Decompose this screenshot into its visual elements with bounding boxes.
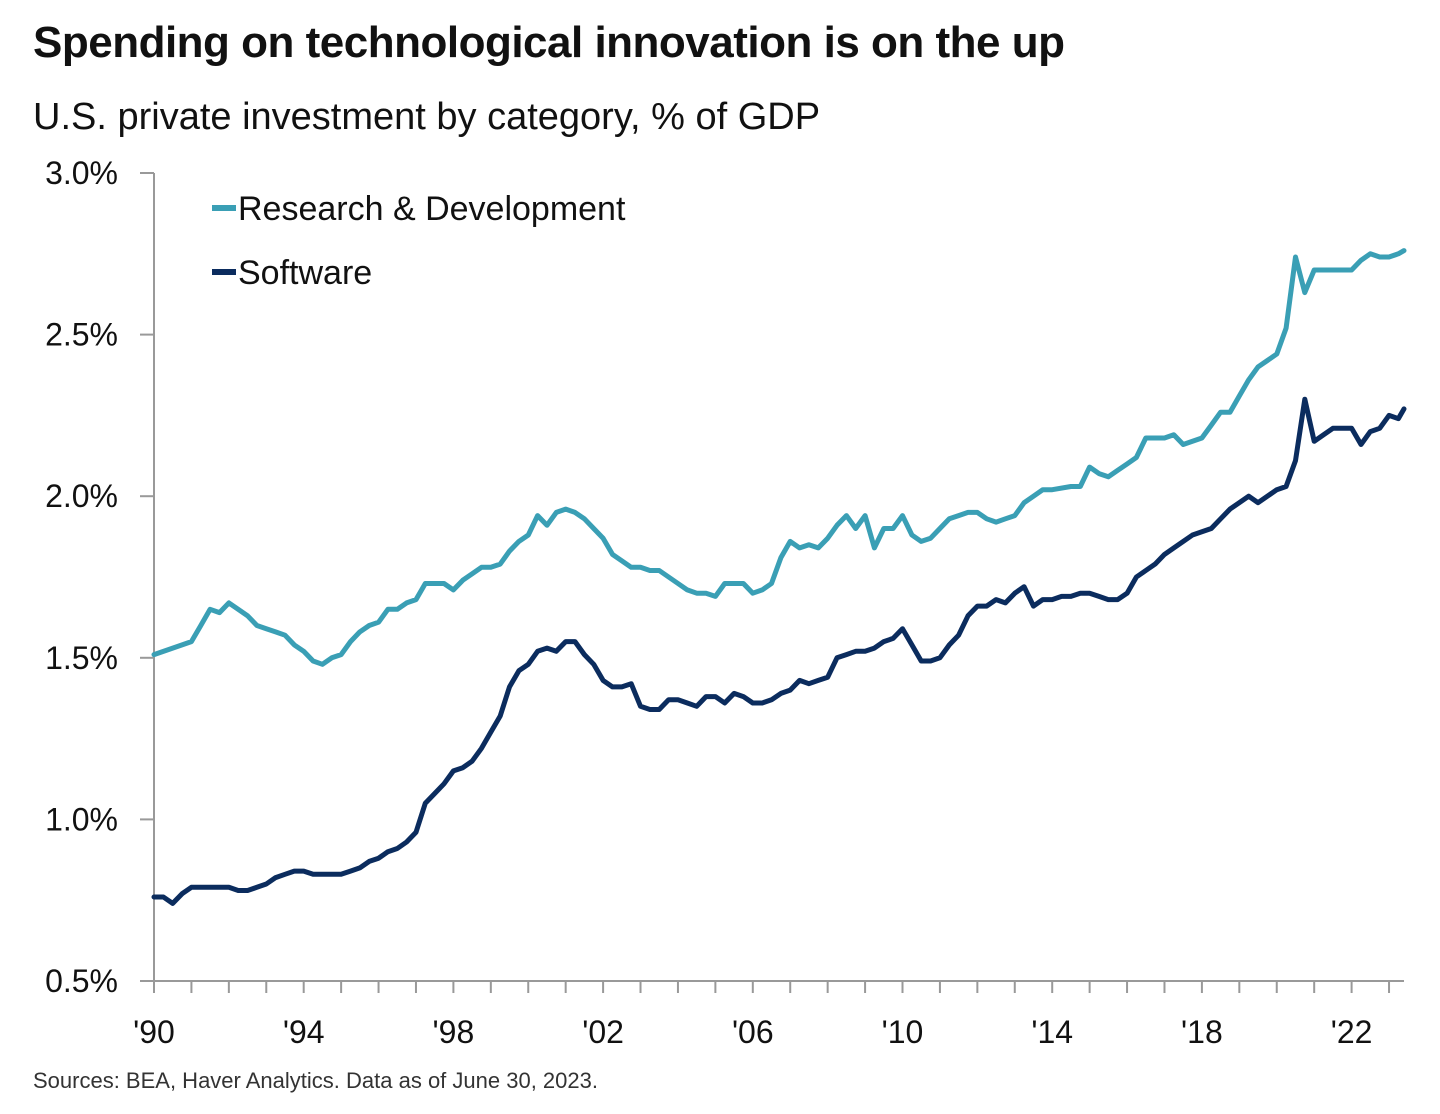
legend-label: Software xyxy=(238,254,372,292)
source-note: Sources: BEA, Haver Analytics. Data as o… xyxy=(33,1068,598,1093)
y-axis-ticks: 0.5% 1.0% 1.5% 2.0% 2.5% 3.0% xyxy=(45,155,154,999)
x-tick-label: '06 xyxy=(732,1014,774,1050)
y-tick-label: 0.5% xyxy=(45,963,118,999)
chart-axes xyxy=(153,173,1404,982)
software-line xyxy=(151,396,1407,906)
x-tick-label: '98 xyxy=(433,1014,475,1050)
y-tick-label: 2.5% xyxy=(45,317,118,353)
x-tick-label: '94 xyxy=(283,1014,325,1050)
x-tick-label: '02 xyxy=(582,1014,624,1050)
y-tick-label: 2.0% xyxy=(45,478,118,514)
chart-title: Spending on technological innovation is … xyxy=(33,18,1065,67)
x-axis-ticks: '90 '94 '98 '02 '06 '10 '14 '18 '22 xyxy=(133,981,1391,1050)
x-tick-label: '22 xyxy=(1331,1014,1373,1050)
x-tick-label: '14 xyxy=(1031,1014,1073,1050)
legend-item-research-development: Research & Development xyxy=(212,190,626,228)
chart-subtitle: U.S. private investment by category, % o… xyxy=(33,96,821,138)
legend-item-software: Software xyxy=(212,254,372,292)
x-tick-label: '18 xyxy=(1181,1014,1223,1050)
x-tick-label: '10 xyxy=(882,1014,924,1050)
y-tick-label: 1.0% xyxy=(45,801,118,837)
line-chart: 0.5% 1.0% 1.5% 2.0% 2.5% 3.0% '90 '94 '98 '02 '06… xyxy=(45,155,1407,1050)
research-development-line xyxy=(151,248,1407,667)
x-tick-label: '90 xyxy=(133,1014,175,1050)
y-tick-label: 3.0% xyxy=(45,155,118,191)
series-lines xyxy=(151,248,1407,906)
legend-label: Research & Development xyxy=(238,190,626,228)
y-tick-label: 1.5% xyxy=(45,640,118,676)
chart-legend: Research & Development Software xyxy=(212,190,626,292)
